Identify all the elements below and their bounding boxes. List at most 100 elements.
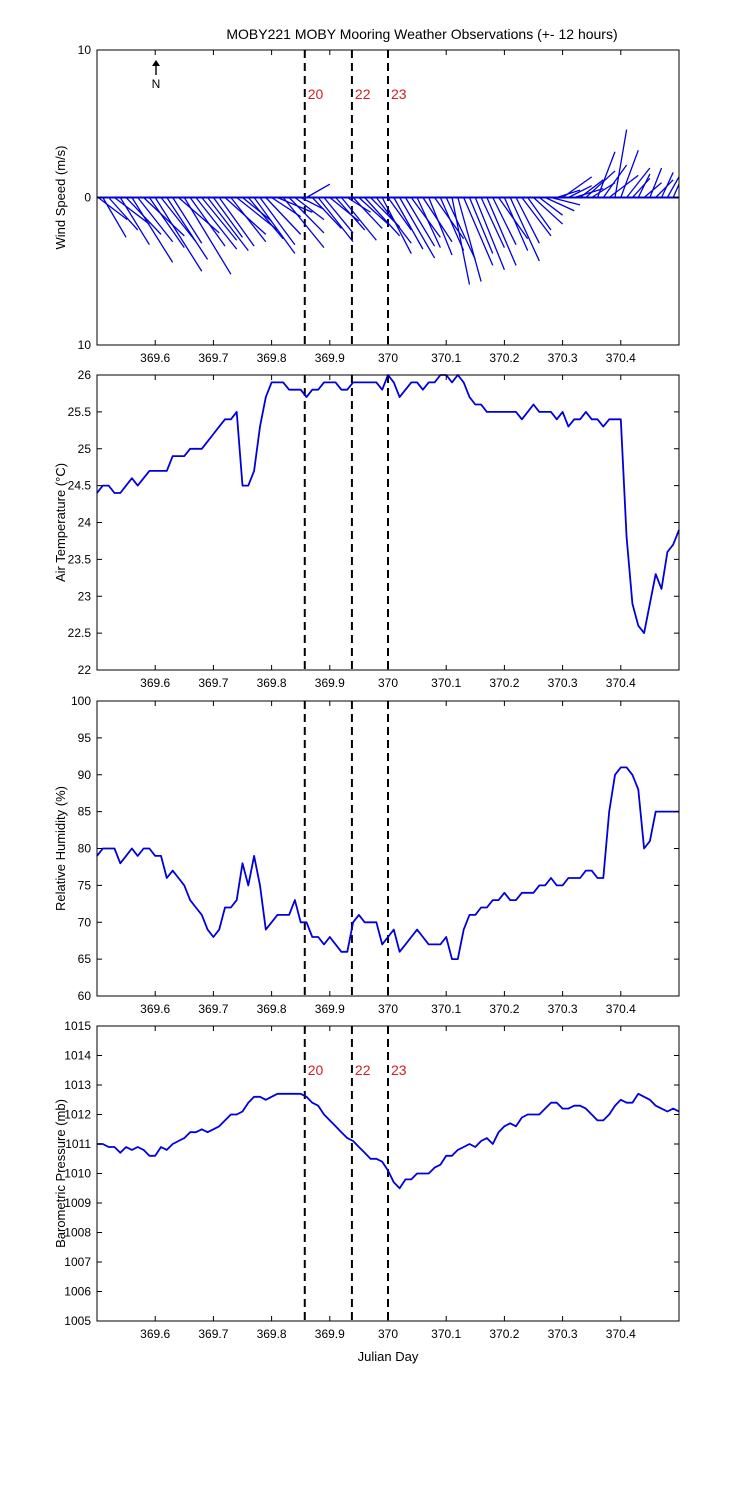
- wind-vector: [242, 196, 273, 222]
- barometric-pressure-xtick-label: 369.7: [198, 1327, 228, 1341]
- wind-vector: [416, 197, 441, 248]
- wind-vector: [154, 197, 203, 272]
- air-temperature-xtick-label: 370.1: [431, 676, 461, 690]
- wind-speed-xtick-label: 369.8: [257, 351, 287, 365]
- wind-vector: [620, 150, 639, 198]
- relative-humidity-ytick-label: 75: [78, 878, 92, 892]
- barometric-pressure-panel: 20 22 23 369.6 369.7 369.8 369.9 370 370.1 370.2…: [53, 1019, 680, 1364]
- wind-speed-xtick-label: 370: [378, 351, 398, 365]
- north-label: N: [152, 77, 161, 91]
- relative-humidity-ytick-label: 100: [71, 694, 91, 708]
- relative-humidity-ylabel: Relative Humidity (%): [53, 786, 68, 911]
- wind-vector: [608, 174, 639, 199]
- wind-vector: [474, 197, 506, 271]
- air-temperature-xtick-label: 370.4: [606, 676, 636, 690]
- barometric-pressure-xtick-label: 370.1: [431, 1327, 461, 1341]
- wind-vector: [585, 170, 616, 198]
- wind-vector: [614, 129, 628, 198]
- air-temperature-ytick-label: 22.5: [68, 626, 92, 640]
- wind-vector: [538, 196, 563, 216]
- wind-vector: [218, 197, 255, 247]
- wind-vector: [346, 196, 371, 213]
- wind-speed-cast-marker-label: 20: [308, 86, 324, 102]
- wind-speed-ytick-label: 10: [78, 43, 92, 57]
- barometric-pressure-ytick-label: 1014: [64, 1049, 91, 1063]
- wind-vector: [574, 188, 604, 199]
- wind-vector: [492, 197, 517, 245]
- wind-speed-cast-marker-label: 22: [355, 86, 371, 102]
- wind-vector: [649, 167, 663, 198]
- wind-vector: [550, 196, 581, 206]
- wind-vector: [521, 197, 552, 237]
- wind-vector: [445, 197, 476, 260]
- wind-vector: [119, 197, 150, 246]
- wind-vector: [311, 197, 342, 229]
- barometric-pressure-cast-marker-label: 22: [355, 1062, 371, 1078]
- relative-humidity-series-line: [96, 766, 679, 960]
- relative-humidity-xtick-label: 370.2: [489, 1002, 519, 1016]
- wind-vector: [300, 196, 325, 210]
- wind-vector: [579, 179, 604, 199]
- wind-vector: [428, 197, 453, 256]
- wind-vector: [259, 197, 296, 246]
- air-temperature-series-line: [96, 374, 680, 634]
- wind-vector: [207, 197, 249, 251]
- wind-vector: [468, 197, 494, 254]
- wind-vector: [364, 197, 401, 237]
- wind-speed-xtick-label: 370.4: [606, 351, 636, 365]
- wind-speed-xtick-label: 370.3: [548, 351, 578, 365]
- wind-vector: [457, 197, 482, 282]
- wind-vector: [212, 197, 244, 238]
- barometric-pressure-series-line: [97, 1092, 680, 1190]
- wind-speed-xtick-label: 369.9: [315, 351, 345, 365]
- barometric-pressure-cast-marker-label: 20: [308, 1062, 324, 1078]
- wind-speed-ytick-label: 10: [78, 338, 92, 352]
- wind-vector: [486, 197, 517, 266]
- barometric-pressure-xtick-label: 370: [378, 1327, 398, 1341]
- barometric-pressure-xtick-label: 369.8: [257, 1327, 287, 1341]
- relative-humidity-xtick-label: 369.8: [257, 1002, 287, 1016]
- air-temperature-ytick-label: 23.5: [68, 552, 92, 566]
- air-temperature-xtick-label: 370.3: [548, 676, 578, 690]
- air-temperature-xtick-label: 369.9: [315, 676, 345, 690]
- wind-vector: [527, 197, 552, 231]
- air-temperature-ytick-label: 22: [78, 663, 92, 677]
- barometric-pressure-ytick-label: 1006: [64, 1285, 91, 1299]
- barometric-pressure-ytick-label: 1008: [64, 1226, 91, 1240]
- wind-vector: [137, 197, 174, 243]
- wind-vector: [108, 197, 139, 231]
- relative-humidity-xtick-label: 369.7: [198, 1002, 228, 1016]
- barometric-pressure-ytick-label: 1010: [64, 1167, 91, 1181]
- wind-speed-xtick-label: 370.2: [489, 351, 519, 365]
- wind-vector: [288, 197, 325, 234]
- relative-humidity-xtick-label: 370.3: [548, 1002, 578, 1016]
- barometric-pressure-xtick-label: 370.4: [606, 1327, 636, 1341]
- wind-vector: [562, 176, 593, 199]
- wind-speed-ylabel: Wind Speed (m/s): [53, 145, 68, 249]
- wind-vector: [183, 197, 232, 275]
- air-temperature-ytick-label: 25.5: [68, 405, 92, 419]
- wind-vector: [660, 172, 674, 198]
- barometric-pressure-ytick-label: 1005: [64, 1314, 91, 1328]
- wind-vector: [172, 197, 203, 244]
- wind-speed-ytick-label: 0: [84, 191, 91, 205]
- wind-speed-xtick-label: 369.7: [198, 351, 228, 365]
- relative-humidity-xtick-label: 370.4: [606, 1002, 636, 1016]
- relative-humidity-ytick-label: 65: [78, 952, 92, 966]
- relative-humidity-ytick-label: 70: [78, 915, 92, 929]
- wind-vector: [358, 197, 389, 225]
- wind-vector: [631, 177, 651, 198]
- relative-humidity-ytick-label: 85: [78, 805, 92, 819]
- wind-vector: [317, 197, 354, 243]
- wind-vector: [340, 197, 377, 241]
- wind-vector: [160, 197, 197, 243]
- wind-vector: [253, 197, 296, 254]
- wind-vector: [568, 185, 592, 199]
- relative-humidity-xtick-label: 369.6: [140, 1002, 170, 1016]
- wind-vector: [189, 197, 226, 247]
- wind-vector: [596, 151, 616, 198]
- air-temperature-ylabel: Air Temperature (°C): [53, 463, 68, 582]
- wind-vector: [515, 197, 540, 244]
- barometric-pressure-cast-marker-label: 23: [391, 1062, 407, 1078]
